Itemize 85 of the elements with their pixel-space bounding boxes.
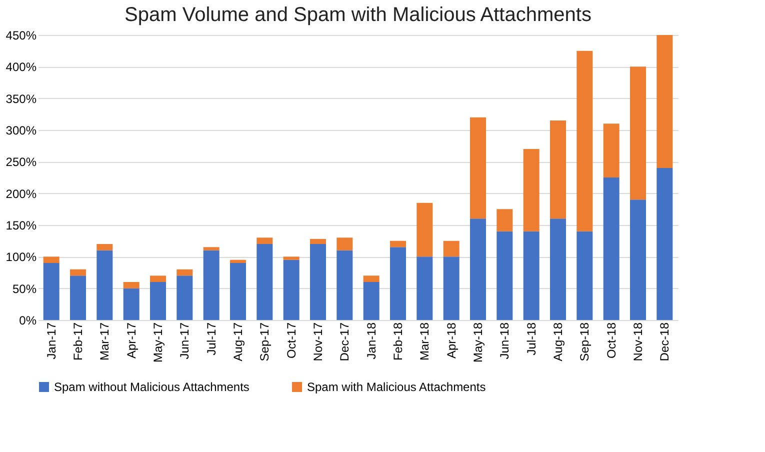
bar bbox=[416, 256, 433, 320]
x-tick-label: Jul-18 bbox=[524, 322, 538, 356]
bar bbox=[603, 124, 620, 178]
y-tick-label: 0% bbox=[19, 314, 37, 328]
bar bbox=[70, 276, 86, 320]
legend-label: Spam without Malicious Attachments bbox=[54, 380, 250, 394]
bar bbox=[363, 282, 380, 320]
y-tick-label: 300% bbox=[6, 124, 37, 138]
bar bbox=[416, 202, 433, 257]
x-tick-label: Jan-18 bbox=[364, 322, 378, 360]
bar bbox=[150, 282, 166, 320]
bar bbox=[470, 218, 486, 320]
x-tick-label: Nov-17 bbox=[311, 322, 325, 362]
bar bbox=[283, 260, 300, 320]
y-tick-label: 400% bbox=[6, 60, 37, 74]
bar bbox=[123, 288, 140, 320]
y-tick-label: 200% bbox=[6, 186, 37, 201]
y-tick-label: 100% bbox=[6, 250, 37, 264]
bar bbox=[390, 247, 406, 320]
bar bbox=[230, 260, 246, 263]
y-tick-label: 50% bbox=[12, 282, 37, 296]
bar bbox=[656, 35, 673, 168]
x-tick-label: Sep-17 bbox=[258, 322, 272, 362]
bar bbox=[443, 240, 460, 257]
bar bbox=[496, 231, 513, 320]
bar bbox=[123, 282, 140, 288]
bar bbox=[336, 250, 353, 320]
bar bbox=[176, 276, 193, 320]
bar bbox=[656, 168, 673, 320]
bar bbox=[310, 244, 326, 320]
x-tick-label: Apr-18 bbox=[444, 322, 458, 359]
x-tick-label: Jul-17 bbox=[204, 322, 218, 356]
bar bbox=[176, 269, 193, 276]
y-tick-label: 250% bbox=[6, 155, 37, 170]
bar bbox=[390, 240, 406, 248]
x-tick-label: Dec-18 bbox=[658, 322, 672, 362]
legend-label: Spam with Malicious Attachments bbox=[307, 380, 486, 394]
bar bbox=[363, 276, 380, 282]
bar bbox=[150, 276, 166, 282]
bar bbox=[256, 244, 273, 320]
bar bbox=[496, 209, 513, 232]
bar bbox=[550, 120, 566, 219]
bar bbox=[96, 250, 113, 320]
x-tick-label: Nov-18 bbox=[631, 322, 645, 362]
bar bbox=[603, 178, 620, 320]
x-tick-label: Mar-18 bbox=[418, 322, 432, 361]
bar bbox=[523, 231, 540, 320]
bar bbox=[70, 269, 86, 276]
x-tick-label: Mar-17 bbox=[98, 322, 112, 361]
y-tick-label: 150% bbox=[6, 218, 37, 232]
x-tick-label: Aug-17 bbox=[231, 322, 245, 362]
bar bbox=[523, 149, 540, 232]
x-tick-label: May-18 bbox=[471, 322, 485, 363]
x-tick-label: Jun-18 bbox=[498, 322, 512, 360]
bar bbox=[310, 238, 326, 244]
bar bbox=[256, 238, 273, 244]
bar bbox=[550, 218, 566, 320]
bar bbox=[576, 231, 593, 320]
bar bbox=[630, 66, 646, 200]
bar bbox=[203, 250, 220, 320]
x-tick-label: Apr-17 bbox=[124, 322, 138, 359]
x-tick-label: Oct-18 bbox=[604, 322, 618, 359]
x-tick-label: Jun-17 bbox=[178, 322, 192, 360]
bar bbox=[203, 247, 220, 250]
bar bbox=[443, 256, 460, 320]
x-tick-label: May-17 bbox=[151, 322, 165, 363]
bar bbox=[576, 50, 593, 232]
bar bbox=[283, 256, 300, 260]
x-tick-label: Dec-17 bbox=[338, 322, 352, 362]
x-tick-label: Feb-17 bbox=[71, 322, 85, 361]
bar bbox=[470, 117, 486, 219]
x-tick-label: Oct-17 bbox=[284, 322, 298, 359]
y-tick-label: 350% bbox=[6, 92, 37, 106]
x-tick-label: Sep-18 bbox=[578, 322, 592, 362]
bar bbox=[43, 256, 60, 263]
y-tick-label: 450% bbox=[6, 28, 37, 42]
x-tick-label: Aug-18 bbox=[551, 322, 565, 362]
bar bbox=[96, 244, 113, 250]
bar bbox=[43, 263, 60, 320]
x-tick-label: Feb-18 bbox=[391, 322, 405, 361]
x-tick-label: Jan-17 bbox=[44, 322, 58, 360]
bar bbox=[230, 263, 246, 320]
bar bbox=[336, 238, 353, 250]
chart-title: Spam Volume and Spam with Malicious Attachments bbox=[124, 4, 592, 26]
bar bbox=[630, 200, 646, 320]
